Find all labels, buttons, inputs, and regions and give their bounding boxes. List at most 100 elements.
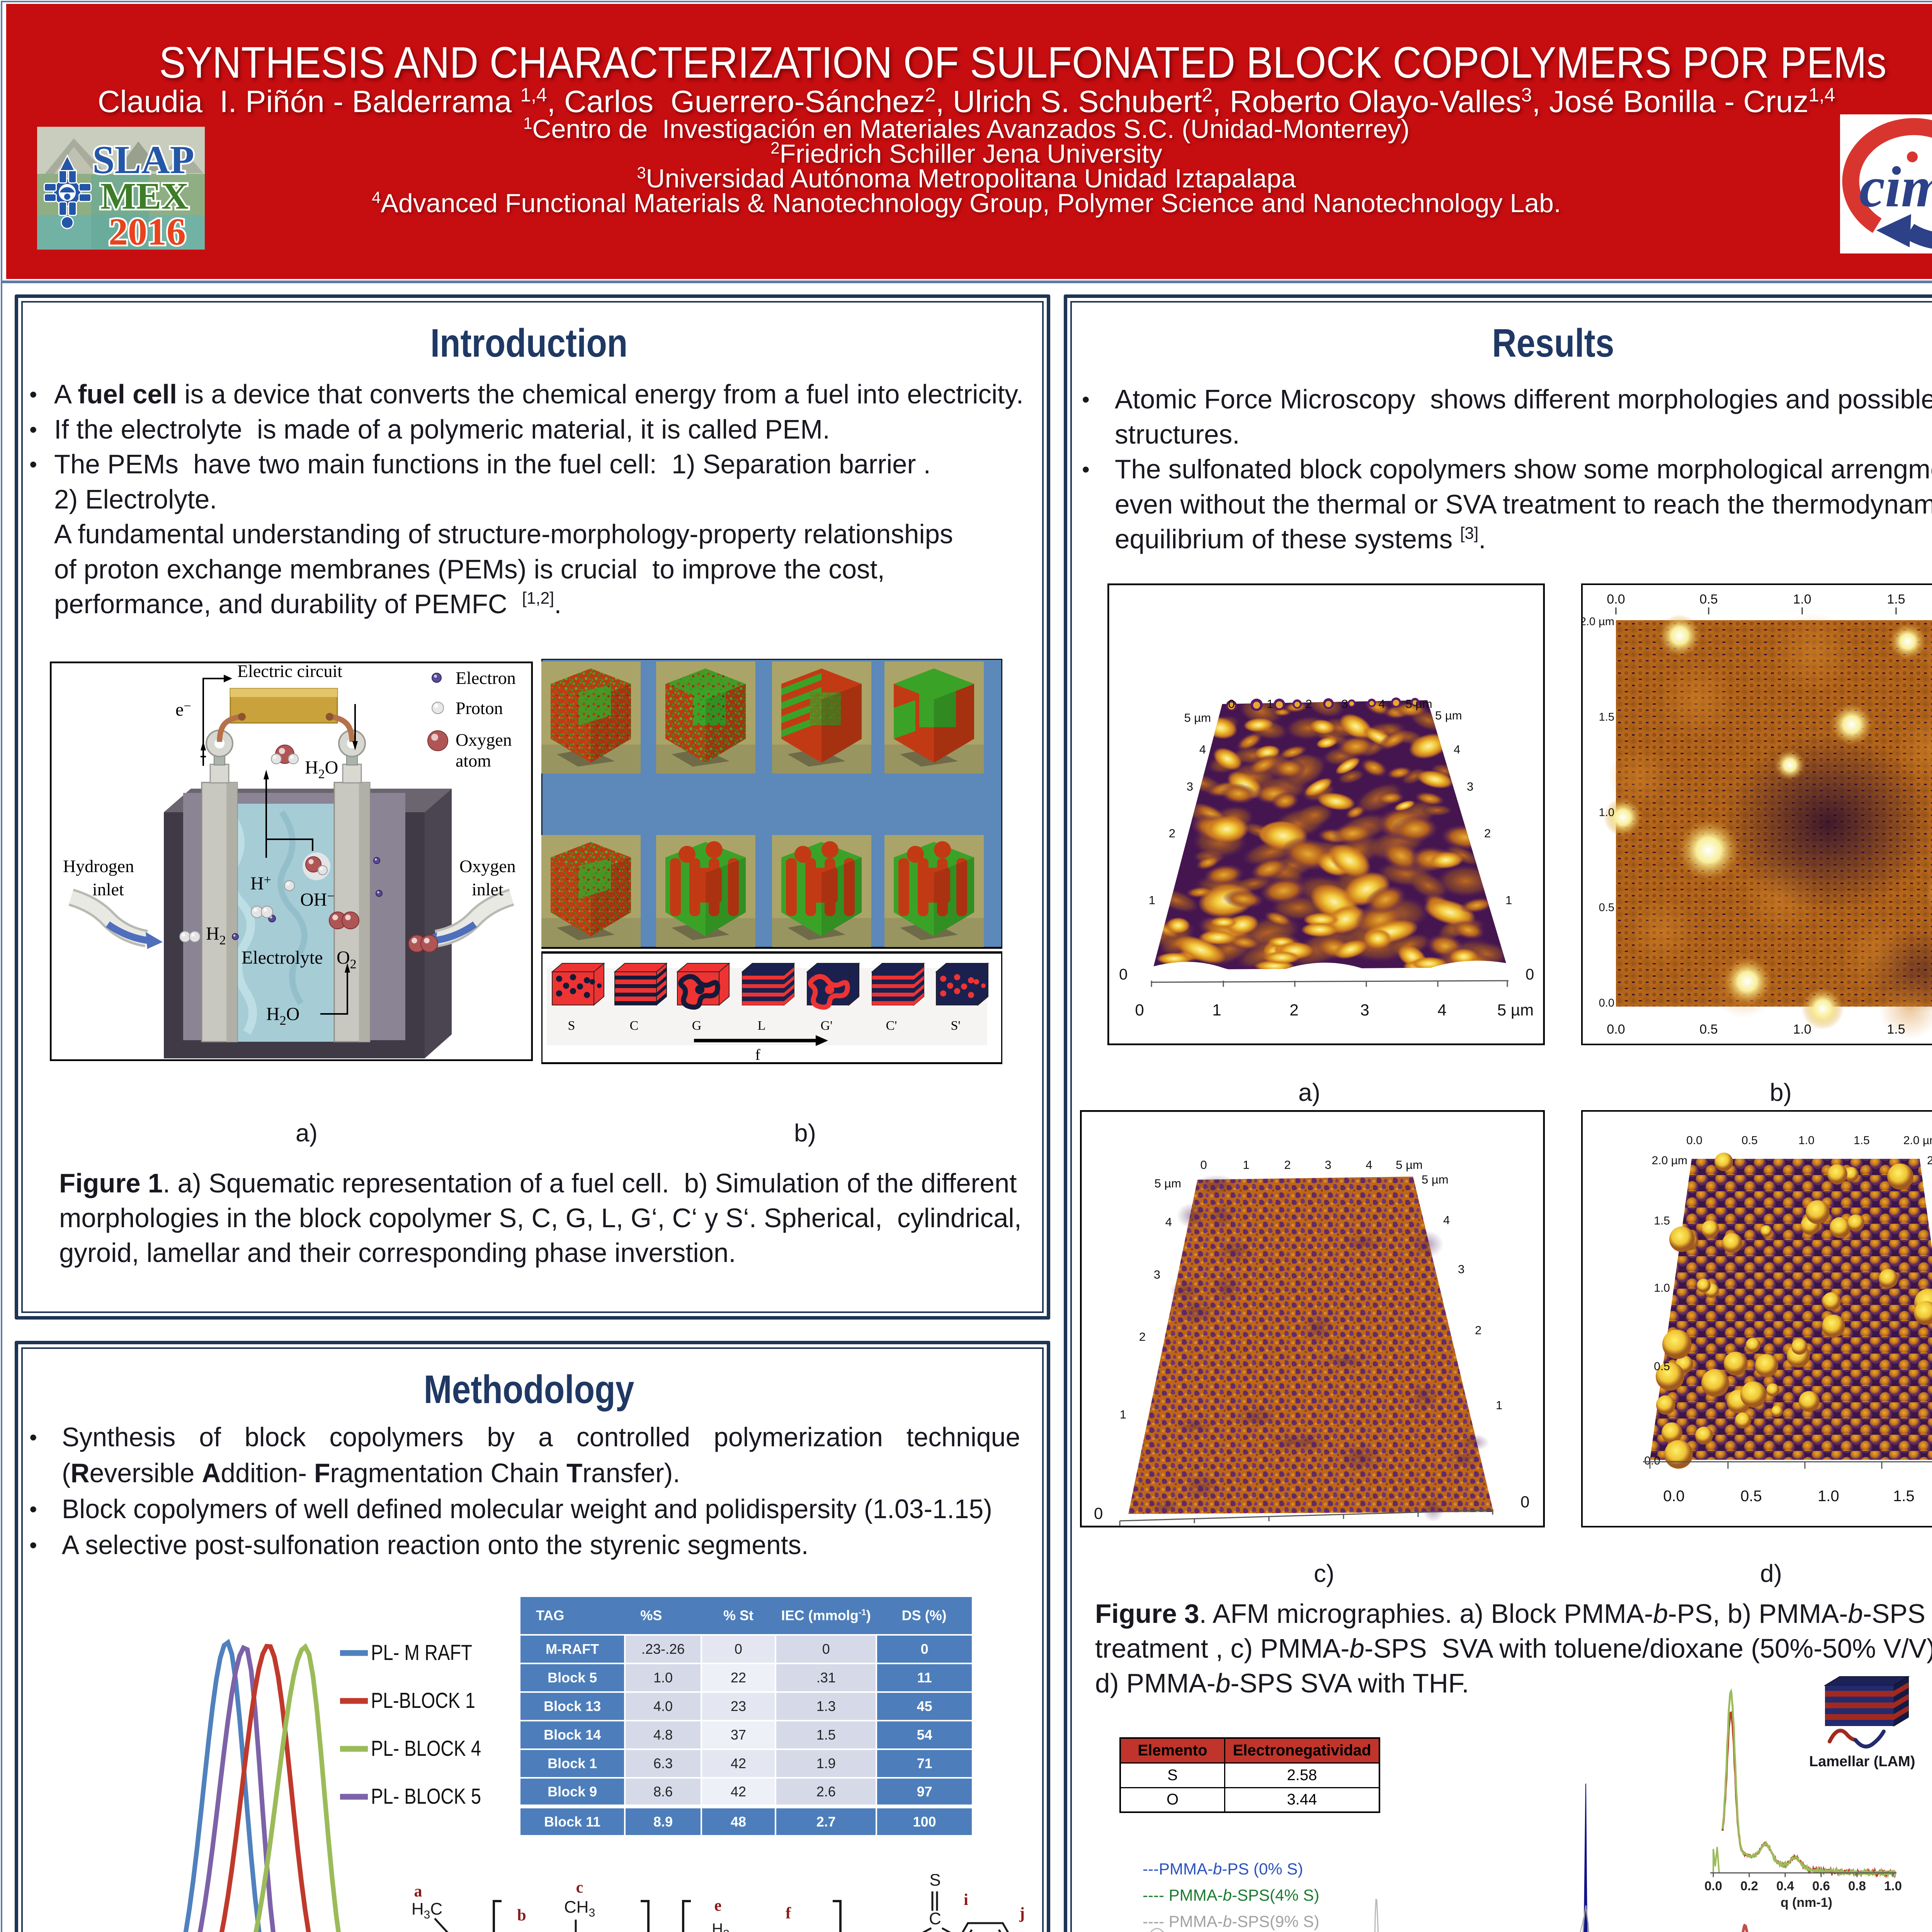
svg-text:2: 2: [1475, 1323, 1481, 1337]
svg-text:0.0: 0.0: [1644, 1454, 1660, 1467]
svg-text:C: C: [929, 1909, 941, 1928]
svg-text:i: i: [964, 1891, 968, 1909]
svg-text:0.2: 0.2: [1740, 1879, 1758, 1893]
svg-text:0: 0: [1200, 1158, 1207, 1172]
svg-text:C': C': [886, 1019, 897, 1033]
svg-text:3: 3: [1341, 697, 1348, 711]
svg-text:inlet: inlet: [472, 879, 503, 899]
svg-text:0.6: 0.6: [1812, 1879, 1830, 1893]
svg-text:H3C: H3C: [412, 1900, 442, 1921]
svg-text:2: 2: [1289, 1001, 1298, 1019]
svg-text:0: 0: [1135, 1001, 1144, 1019]
svg-text:3: 3: [1325, 1158, 1331, 1172]
svg-text:SLAP: SLAP: [92, 138, 194, 182]
svg-text:1.5: 1.5: [1887, 592, 1905, 607]
svg-text:1.5: 1.5: [1893, 1488, 1915, 1505]
svg-text:PL- BLOCK 5: PL- BLOCK 5: [371, 1784, 481, 1809]
svg-text:3: 3: [1187, 780, 1193, 793]
svg-text:2: 2: [1284, 1158, 1291, 1172]
svg-text:1.5: 1.5: [1854, 1134, 1870, 1147]
svg-text:0: 0: [1520, 1493, 1529, 1511]
svg-text:5 µm: 5 µm: [1184, 711, 1211, 724]
svg-text:2.0 µm: 2.0 µm: [1927, 1154, 1932, 1167]
svg-text:2: 2: [1139, 1330, 1146, 1344]
svg-text:4: 4: [1437, 1001, 1446, 1019]
svg-text:1: 1: [1267, 697, 1273, 711]
svg-text:1.0: 1.0: [1793, 1022, 1811, 1037]
svg-text:b: b: [517, 1906, 526, 1924]
svg-text:0.0: 0.0: [1599, 997, 1614, 1009]
svg-text:Electron: Electron: [456, 668, 516, 688]
svg-text:e: e: [714, 1897, 722, 1915]
svg-text:4: 4: [1378, 697, 1385, 711]
svg-text:PL- M RAFT: PL- M RAFT: [371, 1640, 472, 1665]
svg-text:1.5: 1.5: [1599, 711, 1614, 723]
svg-text:0: 0: [1526, 966, 1534, 983]
svg-text:2.0 µm: 2.0 µm: [1652, 1154, 1687, 1167]
svg-text:4: 4: [1199, 743, 1206, 756]
svg-text:0.0: 0.0: [1607, 1022, 1625, 1037]
svg-text:PL- BLOCK 4: PL- BLOCK 4: [371, 1736, 481, 1761]
svg-text:MEX: MEX: [100, 175, 189, 217]
svg-text:G': G': [821, 1019, 833, 1033]
svg-text:S': S': [951, 1019, 960, 1033]
svg-text:1: 1: [1120, 1408, 1126, 1421]
svg-text:Proton: Proton: [456, 698, 503, 718]
svg-text:j: j: [1019, 1905, 1025, 1922]
svg-text:---PMMA-b-PS (0% S): ---PMMA-b-PS (0% S): [1143, 1860, 1303, 1878]
svg-text:inlet: inlet: [92, 879, 124, 899]
svg-text:5 µm: 5 µm: [1405, 697, 1432, 711]
svg-text:1: 1: [1149, 893, 1155, 907]
svg-text:0.5: 0.5: [1740, 1488, 1762, 1505]
svg-text:---- PMMA-b-SPS(9% S): ---- PMMA-b-SPS(9% S): [1143, 1912, 1319, 1930]
svg-text:2016: 2016: [109, 210, 186, 250]
svg-text:5 µm: 5 µm: [1396, 1158, 1423, 1172]
svg-text:4: 4: [1366, 1158, 1372, 1172]
svg-text:0: 0: [1119, 966, 1128, 983]
svg-text:1.0: 1.0: [1654, 1282, 1670, 1294]
svg-text:a: a: [414, 1883, 422, 1900]
svg-text:0: 0: [1228, 697, 1235, 711]
svg-text:0.0: 0.0: [1704, 1879, 1722, 1893]
svg-text:G: G: [692, 1019, 702, 1033]
svg-text:3: 3: [1458, 1262, 1464, 1276]
svg-text:1: 1: [1212, 1001, 1221, 1019]
svg-text:c: c: [576, 1879, 583, 1896]
svg-text:Electric circuit: Electric circuit: [237, 662, 342, 681]
svg-text:H2: H2: [712, 1920, 730, 1932]
svg-text:CH3: CH3: [564, 1898, 595, 1919]
svg-text:f: f: [755, 1046, 760, 1063]
svg-text:1.5: 1.5: [1887, 1022, 1905, 1037]
svg-text:PL-BLOCK 1: PL-BLOCK 1: [371, 1688, 475, 1713]
svg-text:0.5: 0.5: [1654, 1360, 1670, 1373]
svg-text:5 µm: 5 µm: [1497, 1001, 1534, 1019]
svg-text:3: 3: [1467, 780, 1473, 793]
svg-text:Hydrogen: Hydrogen: [63, 856, 134, 876]
svg-text:1.0: 1.0: [1798, 1134, 1815, 1147]
svg-text:5 µm: 5 µm: [1435, 709, 1462, 722]
svg-text:0.5: 0.5: [1742, 1134, 1758, 1147]
svg-text:4: 4: [1165, 1215, 1172, 1229]
svg-text:S: S: [568, 1019, 575, 1033]
svg-text:2.0 µm: 2.0 µm: [1903, 1134, 1932, 1147]
svg-text:C: C: [630, 1019, 639, 1033]
svg-text:2: 2: [1305, 697, 1312, 711]
svg-text:3: 3: [1360, 1001, 1369, 1019]
svg-text:0.0: 0.0: [1686, 1134, 1702, 1147]
svg-text:2.0 µm: 2.0 µm: [1581, 616, 1614, 628]
svg-text:3: 3: [1154, 1268, 1160, 1281]
svg-text:0.5: 0.5: [1699, 1022, 1718, 1037]
svg-text:Oxygen: Oxygen: [456, 730, 512, 750]
svg-text:1.0: 1.0: [1818, 1488, 1839, 1505]
svg-text:atom: atom: [456, 751, 491, 770]
svg-text:L: L: [758, 1019, 766, 1033]
svg-text:Oxygen: Oxygen: [459, 856, 516, 876]
svg-text:Electrolyte: Electrolyte: [242, 947, 323, 968]
svg-text:4: 4: [1443, 1213, 1450, 1227]
svg-text:5 µm: 5 µm: [1154, 1177, 1181, 1190]
svg-text:0.0: 0.0: [1663, 1488, 1685, 1505]
svg-text:cimav: cimav: [1859, 155, 1932, 219]
svg-text:4: 4: [1454, 743, 1460, 756]
svg-text:5 µm: 5 µm: [1422, 1173, 1449, 1186]
svg-text:2: 2: [1484, 827, 1491, 840]
